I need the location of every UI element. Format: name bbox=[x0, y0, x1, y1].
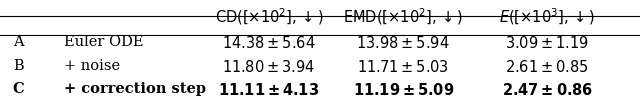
Text: $\mathrm{CD}([\times10^{2}],\downarrow)$: $\mathrm{CD}([\times10^{2}],\downarrow)$ bbox=[214, 6, 323, 27]
Text: $11.80\pm3.94$: $11.80\pm3.94$ bbox=[222, 59, 316, 75]
Text: + correction step: + correction step bbox=[64, 82, 206, 96]
Text: Euler ODE: Euler ODE bbox=[64, 35, 143, 49]
Text: C: C bbox=[13, 82, 24, 96]
Text: $\mathrm{EMD}([\times10^{2}],\downarrow)$: $\mathrm{EMD}([\times10^{2}],\downarrow)… bbox=[343, 6, 463, 27]
Text: $13.98\pm5.94$: $13.98\pm5.94$ bbox=[356, 35, 450, 51]
Text: $E([\times10^{3}],\downarrow)$: $E([\times10^{3}],\downarrow)$ bbox=[499, 6, 595, 27]
Text: $2.61\pm0.85$: $2.61\pm0.85$ bbox=[506, 59, 589, 75]
Text: + noise: + noise bbox=[64, 59, 120, 73]
Text: $\mathbf{2.47\pm0.86}$: $\mathbf{2.47\pm0.86}$ bbox=[502, 82, 593, 98]
Text: $14.38\pm5.64$: $14.38\pm5.64$ bbox=[222, 35, 316, 51]
Text: $11.71\pm5.03$: $11.71\pm5.03$ bbox=[357, 59, 449, 75]
Text: $\mathbf{11.11\pm4.13}$: $\mathbf{11.11\pm4.13}$ bbox=[218, 82, 319, 98]
Text: A: A bbox=[13, 35, 24, 49]
Text: $\mathbf{11.19\pm5.09}$: $\mathbf{11.19\pm5.09}$ bbox=[353, 82, 454, 98]
Text: B: B bbox=[13, 59, 24, 73]
Text: $3.09\pm1.19$: $3.09\pm1.19$ bbox=[505, 35, 589, 51]
